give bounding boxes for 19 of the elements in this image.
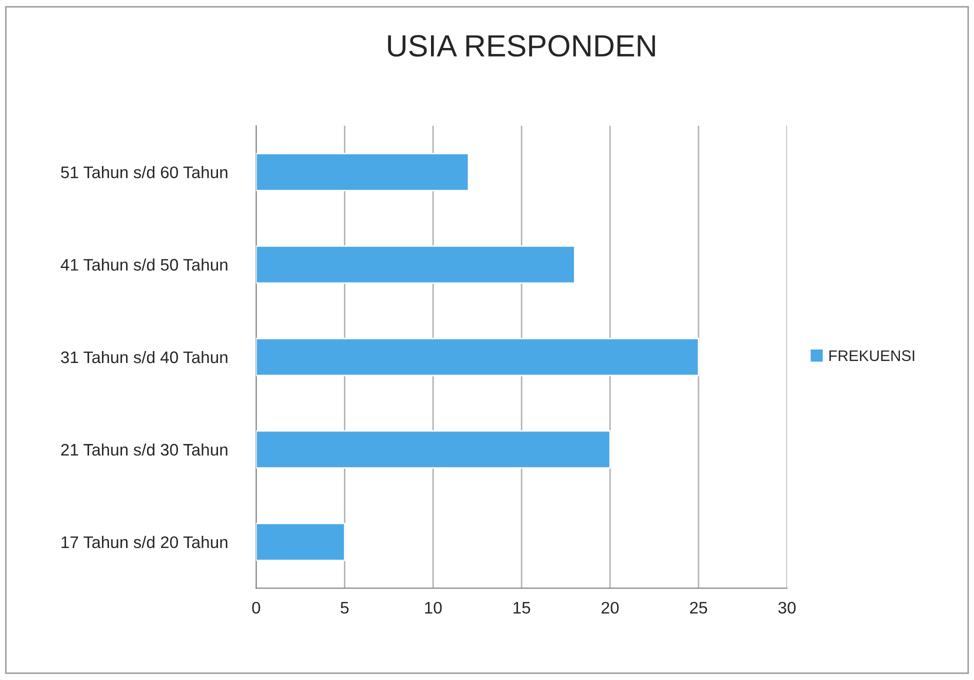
x-tick-label: 5	[340, 602, 349, 614]
x-tick-label: 30	[778, 602, 796, 614]
x-tick-label: 0	[252, 602, 260, 614]
legend-label: FREKUENSI	[829, 350, 914, 362]
bar	[256, 245, 576, 284]
chart-title: USIA RESPONDEN	[388, 35, 655, 57]
y-tick-label: 51 Tahun s/d 60 Tahun	[61, 166, 228, 178]
y-tick-label: 31 Tahun s/d 40 Tahun	[60, 350, 228, 364]
x-tick-label: 10	[425, 602, 442, 614]
y-tick-label: 17 Tahun s/d 20 Tahun	[62, 536, 228, 548]
bar	[256, 430, 611, 469]
x-tick-label: 25	[690, 602, 708, 614]
x-tick-label: 20	[602, 602, 619, 614]
bar	[256, 522, 346, 562]
x-tick-label: 15	[514, 602, 530, 614]
y-tick-label: 21 Tahun s/d 30 Tahun	[61, 443, 228, 456]
bar	[256, 338, 700, 376]
y-tick-label: 41 Tahun s/d 50 Tahun	[60, 258, 228, 271]
bar	[256, 152, 470, 192]
